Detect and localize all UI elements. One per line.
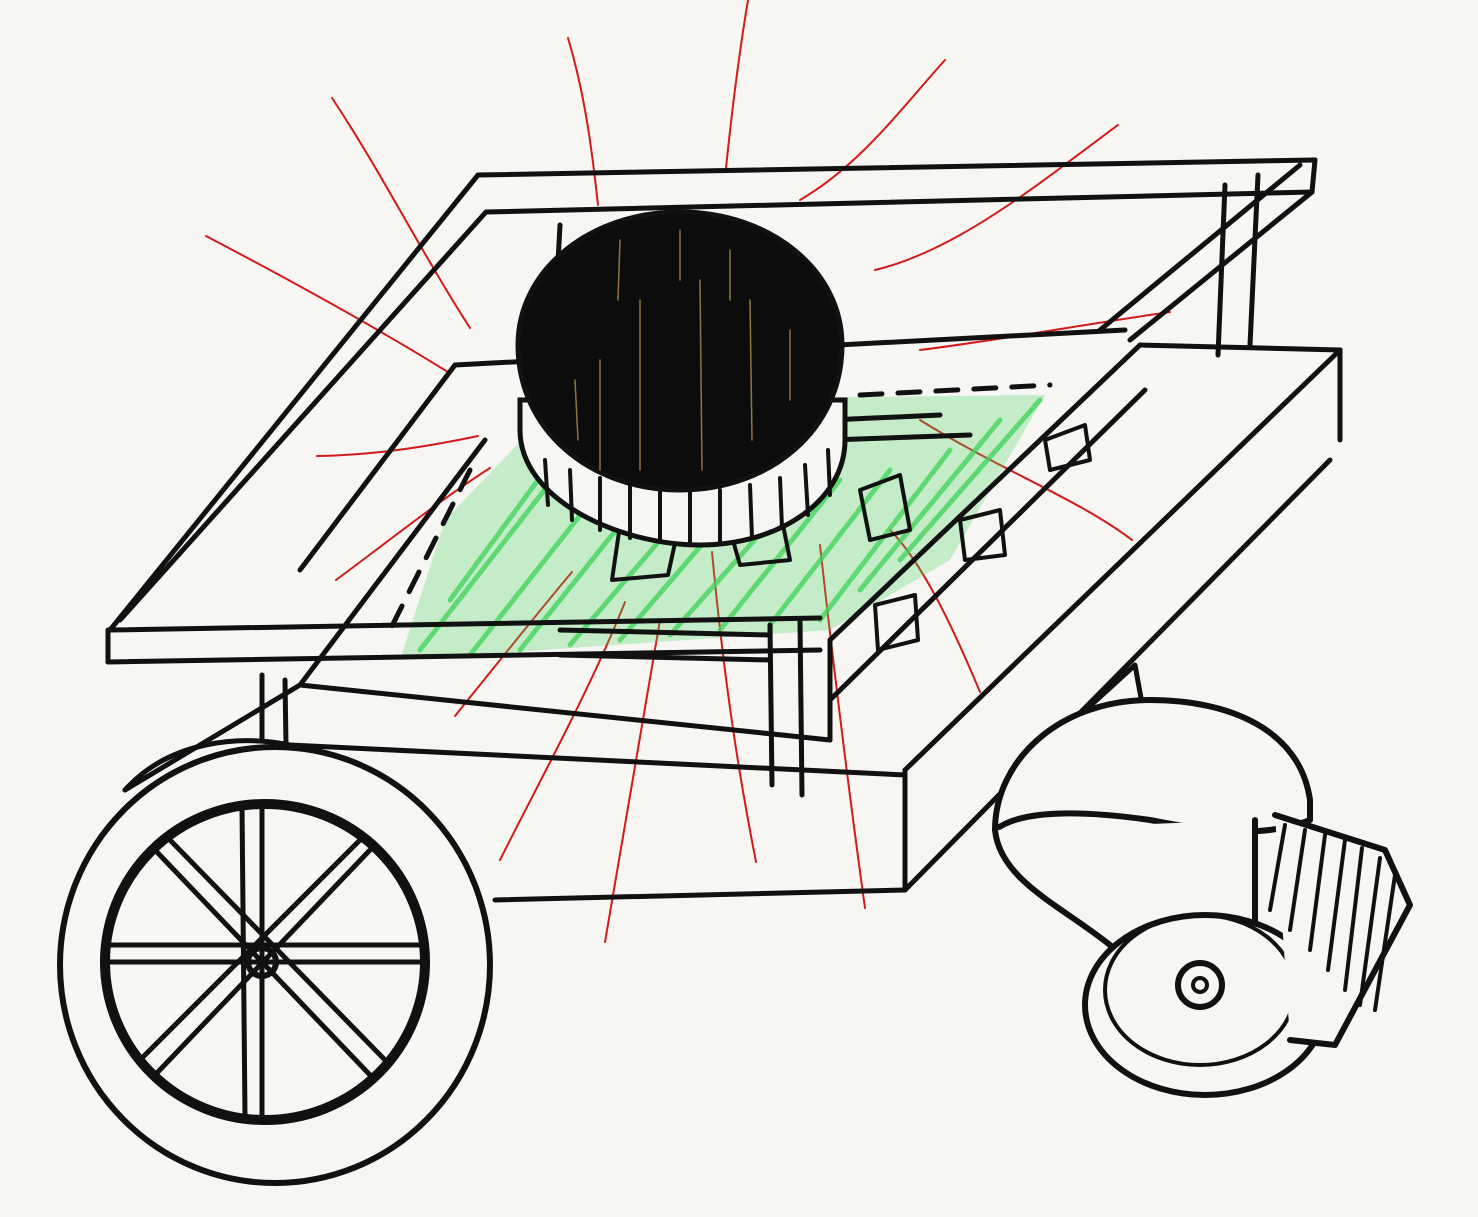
chassis-body: [122, 342, 1343, 903]
front-caster: [992, 662, 1413, 1098]
dome-sensor: [515, 209, 848, 548]
top-tray: [105, 157, 1318, 798]
signal-rays: [205, 0, 1171, 943]
rear-wheel: [57, 738, 493, 1186]
